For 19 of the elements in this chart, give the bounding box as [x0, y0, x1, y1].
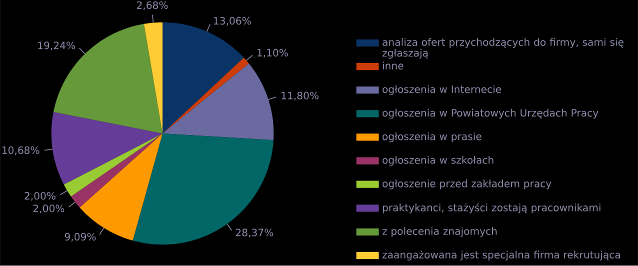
legend-label: ogłoszenia w Powiatowych Urzędach Pracy — [382, 108, 598, 119]
data-label: 28,37% — [236, 228, 274, 238]
data-label: 10,68% — [2, 146, 40, 156]
data-label: 19,24% — [38, 42, 76, 50]
legend-label: praktykanci, stażyści zostają pracownikami — [382, 203, 600, 214]
legend-label: inne — [382, 62, 404, 70]
legend-label: ogłoszenia w szkołach — [382, 156, 494, 166]
data-label: 2,00% — [24, 192, 56, 201]
data-label: 13,06% — [214, 17, 251, 26]
legend-label: ogłoszenia w prasie — [382, 132, 482, 142]
legend-label: ogłoszenia w Internecie — [382, 85, 502, 96]
data-label: 9,09% — [64, 233, 96, 242]
legend-label: z polecenia znajomych — [382, 227, 497, 237]
legend-label: ogłoszenie przed zakładem pracy — [382, 180, 552, 190]
legend-label: zaangażowana jest specjalna firma rekrutująca — [382, 250, 620, 261]
data-label: 2,68% — [136, 1, 168, 10]
data-label: 2,00% — [33, 204, 64, 214]
data-label: 1,10% — [258, 48, 288, 58]
data-label: 11,80% — [282, 92, 319, 101]
